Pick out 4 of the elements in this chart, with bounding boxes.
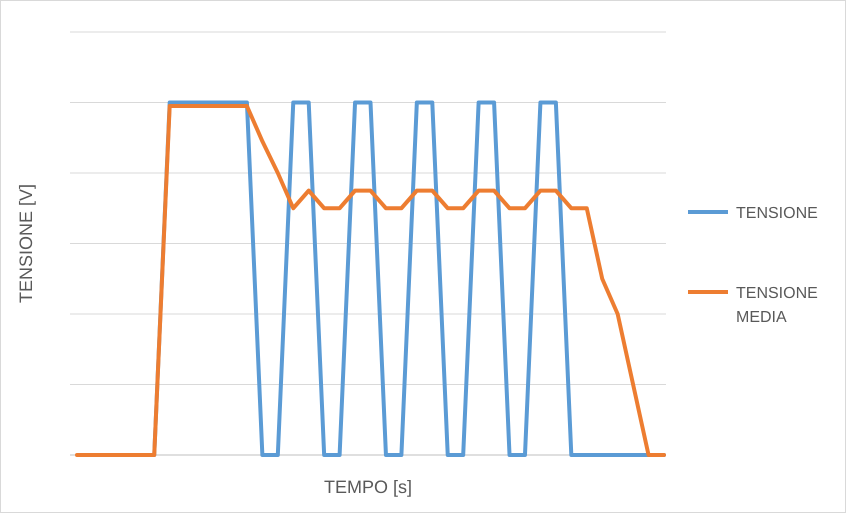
legend-label: TENSIONE (736, 205, 818, 222)
y-axis-title: TENSIONE [V] (16, 184, 36, 304)
legend-label: TENSIONE MEDIA (736, 285, 818, 326)
x-axis-title: TEMPO [s] (324, 477, 412, 497)
